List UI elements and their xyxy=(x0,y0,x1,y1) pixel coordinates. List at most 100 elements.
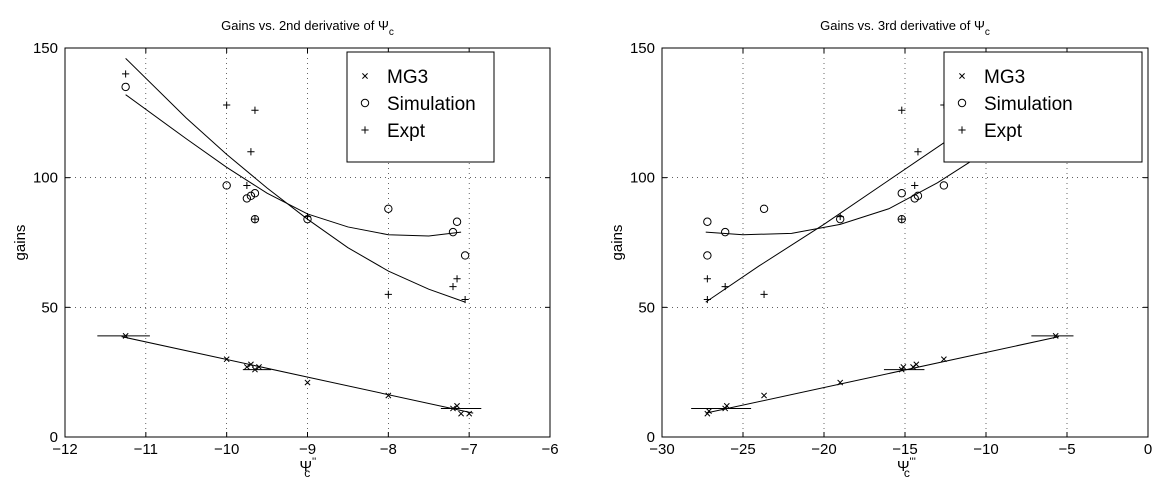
data-point-simulation xyxy=(897,189,906,198)
data-point-simulation xyxy=(720,227,730,237)
legend-label-mg3: MG3 xyxy=(387,67,428,88)
x-axis-label: Ψ''' c xyxy=(897,456,916,480)
chart-title: Gains vs. 3rd derivative of Ψc xyxy=(820,18,990,38)
legend-marker-simulation xyxy=(957,98,967,108)
data-point-simulation xyxy=(759,204,769,213)
data-point-simulation xyxy=(448,227,458,237)
data-point-expt xyxy=(243,181,251,190)
x-tick-label: −9 xyxy=(299,441,316,458)
x-axis-label: Ψ'' c xyxy=(300,456,317,480)
data-point-expt xyxy=(461,295,469,304)
data-point-mg3 xyxy=(385,392,392,399)
data-point-mg3 xyxy=(466,410,473,417)
data-point-mg3 xyxy=(454,402,460,409)
x-tick-label: −10 xyxy=(973,441,998,458)
legend-label-simulation: Simulation xyxy=(984,94,1073,115)
data-point-expt xyxy=(898,106,906,114)
data-point-mg3 xyxy=(900,364,907,370)
data-point-mg3 xyxy=(256,364,262,370)
legend-box xyxy=(346,51,495,163)
legend-marker-mg3 xyxy=(362,73,368,79)
x-tick-label: −12 xyxy=(52,441,77,458)
x-tick-label: −5 xyxy=(1058,441,1075,458)
legend-label-simulation: Simulation xyxy=(387,94,476,115)
x-tick-label: −20 xyxy=(811,441,836,458)
chart-title-main: Gains vs. 2nd derivative of Ψ xyxy=(221,18,389,33)
data-point-simulation xyxy=(121,82,130,92)
data-point-mg3 xyxy=(1052,332,1059,339)
x-axis-label-subscript: c xyxy=(304,466,310,480)
data-point-expt xyxy=(703,295,711,304)
data-point-mg3 xyxy=(704,410,711,417)
data-point-expt xyxy=(914,148,922,156)
data-point-mg3 xyxy=(706,408,712,415)
data-point-mg3 xyxy=(247,361,254,368)
data-point-expt xyxy=(911,181,919,190)
data-point-mg3 xyxy=(450,405,456,412)
data-point-expt xyxy=(898,215,906,223)
data-point-simulation xyxy=(384,204,393,213)
data-point-mg3 xyxy=(898,366,905,373)
data-point-mg3 xyxy=(723,402,730,409)
x-axis-label-main: Ψ xyxy=(897,458,910,475)
chart-panel-right: −30 −25 −20 −15 −10 −5 0 0 50 100 150 Gains vs. 3rd… xyxy=(609,18,1152,480)
y-tick-label: 100 xyxy=(33,170,58,187)
data-point-mg3 xyxy=(304,379,311,386)
data-point-expt xyxy=(251,215,259,223)
chart-title-subscript: c xyxy=(985,27,990,38)
y-tick-label: 50 xyxy=(638,299,655,316)
data-point-expt xyxy=(760,290,768,298)
y-axis-label: gains xyxy=(609,225,626,261)
legend-label-expt: Expt xyxy=(984,121,1023,142)
data-point-mg3 xyxy=(940,356,947,363)
chart-title-main: Gains vs. 3rd derivative of Ψ xyxy=(820,18,985,33)
legend-label-mg3: MG3 xyxy=(984,67,1025,88)
legend-label-expt: Expt xyxy=(387,121,426,142)
x-tick-label: −30 xyxy=(649,441,674,458)
x-tick-label: −8 xyxy=(380,441,397,458)
y-axis-label: gains xyxy=(12,225,29,261)
y-tick-label: 50 xyxy=(41,299,58,316)
data-point-expt xyxy=(251,106,259,114)
x-tick-label: −15 xyxy=(892,441,917,458)
data-point-mg3 xyxy=(913,361,920,368)
data-point-expt xyxy=(247,148,255,156)
fit-line-mg3 xyxy=(121,336,474,414)
data-point-expt xyxy=(836,212,844,221)
data-point-simulation xyxy=(460,251,470,260)
x-axis-label-subscript: c xyxy=(904,466,910,480)
y-tick-label: 150 xyxy=(33,40,58,57)
data-point-simulation xyxy=(939,181,949,190)
data-point-expt xyxy=(303,212,312,221)
data-point-mg3 xyxy=(837,379,844,386)
data-point-expt xyxy=(453,275,461,283)
chart-title-subscript: c xyxy=(389,27,394,38)
data-point-expt xyxy=(223,101,231,109)
data-point-expt xyxy=(721,282,729,291)
data-point-mg3 xyxy=(252,366,258,373)
chart-title: Gains vs. 2nd derivative of Ψc xyxy=(221,18,394,38)
data-point-mg3 xyxy=(761,392,768,399)
data-point-simulation xyxy=(703,251,712,260)
data-point-expt xyxy=(703,275,711,283)
x-tick-label: −25 xyxy=(730,441,755,458)
data-point-simulation xyxy=(897,214,906,224)
x-tick-label: −10 xyxy=(214,441,239,458)
legend-marker-simulation xyxy=(360,98,370,108)
data-point-simulation xyxy=(250,189,260,198)
data-point-simulation xyxy=(452,217,462,226)
data-point-expt xyxy=(122,70,130,78)
y-tick-label: 0 xyxy=(50,429,58,446)
legend-box xyxy=(943,51,1143,163)
data-point-mg3 xyxy=(458,410,465,417)
legend-marker-mg3 xyxy=(959,73,965,79)
x-tick-label: −7 xyxy=(461,441,478,458)
data-point-mg3 xyxy=(122,332,129,339)
data-point-expt xyxy=(384,290,392,298)
x-tick-label: 0 xyxy=(1144,441,1152,458)
data-point-simulation xyxy=(250,214,260,224)
y-tick-label: 0 xyxy=(647,429,655,446)
data-point-mg3 xyxy=(722,405,729,412)
x-axis-label-prime: ''' xyxy=(910,456,916,468)
